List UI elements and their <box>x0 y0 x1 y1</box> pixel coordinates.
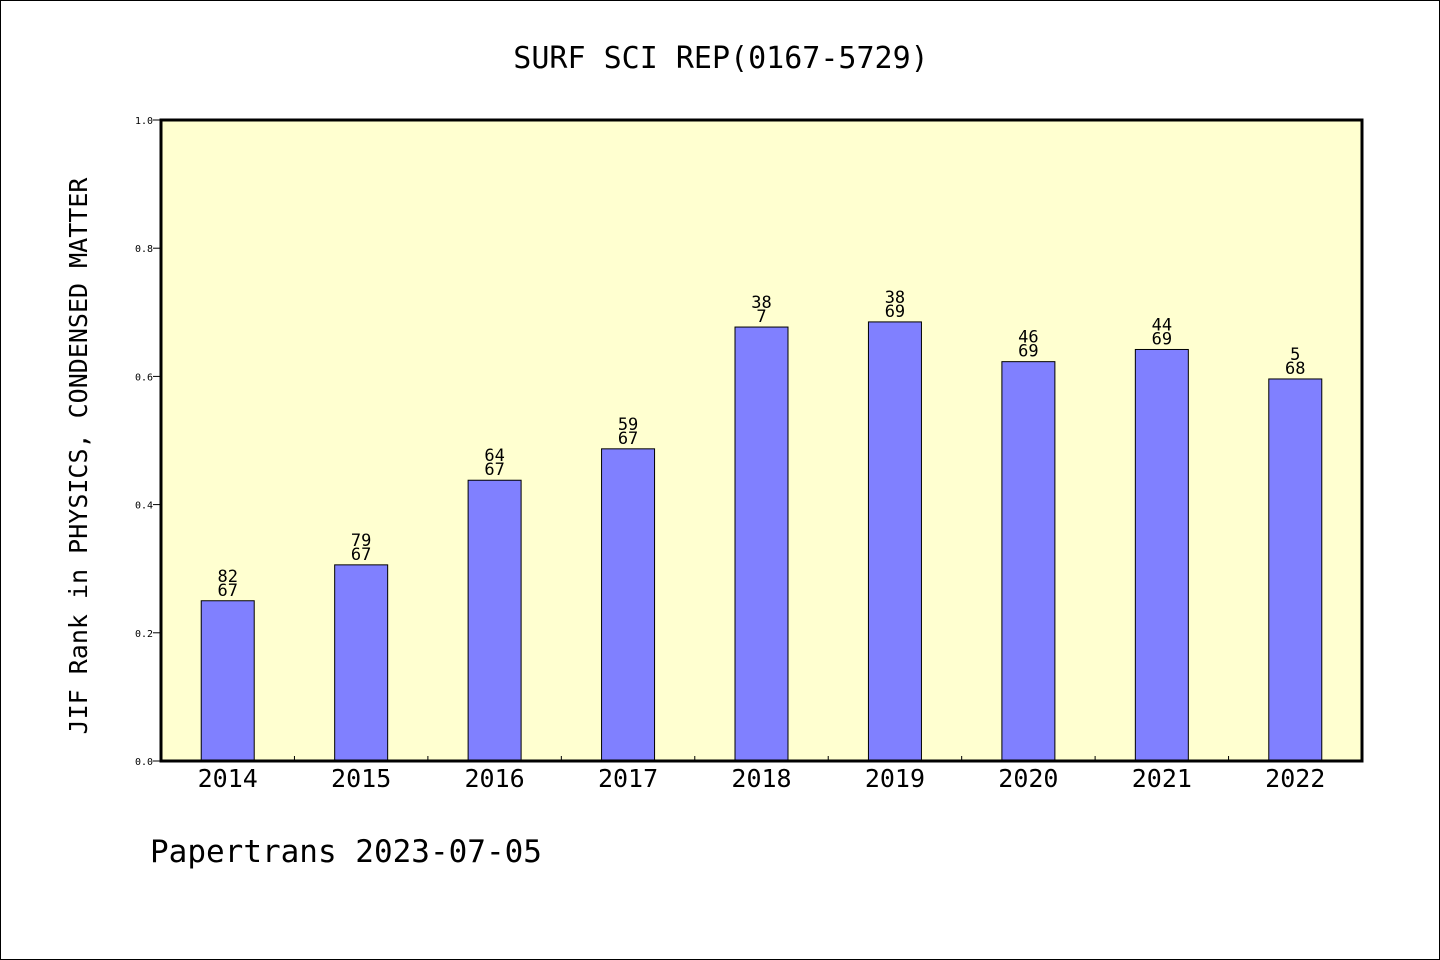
bar-label-rank: 46 <box>1018 328 1038 348</box>
x-tick-label: 2019 <box>865 764 925 793</box>
bar-label-rank: 59 <box>618 415 638 435</box>
x-tick-label: 2014 <box>198 764 258 793</box>
y-tick-label: 0.4 <box>135 501 153 512</box>
bar-label-total: 67 <box>618 429 638 449</box>
bar-2020 <box>1001 361 1056 762</box>
footer-credit: Papertrans 2023-07-05 <box>150 834 542 870</box>
bar-2017 <box>601 448 656 762</box>
bar-label-rank: 38 <box>885 288 905 308</box>
bar-label-total: 67 <box>217 581 237 601</box>
bar-label-rank: 64 <box>484 446 504 466</box>
plot-border <box>159 118 1364 763</box>
bar-2015 <box>334 564 389 762</box>
bar-2014 <box>200 600 255 762</box>
y-tick-label: 0.6 <box>135 372 153 383</box>
y-tick-label: 1.0 <box>135 116 153 127</box>
x-tick-label: 2021 <box>1132 764 1192 793</box>
bar-label-total: 69 <box>1152 329 1172 349</box>
y-tick-label: 0.8 <box>135 244 153 255</box>
bar-label-total: 69 <box>885 302 905 322</box>
x-tick-label: 2022 <box>1265 764 1325 793</box>
x-tick-label: 2017 <box>598 764 658 793</box>
bar-label-total: 67 <box>484 460 504 480</box>
bar-label-total: 7 <box>756 307 766 327</box>
bar-2019 <box>867 321 922 762</box>
bars <box>200 321 1323 762</box>
x-tick-label: 2018 <box>731 764 791 793</box>
bar-label-total: 69 <box>1018 342 1038 362</box>
bar-2021 <box>1134 348 1189 762</box>
y-axis-label: JIF Rank in PHYSICS, CONDENSED MATTER <box>64 177 93 735</box>
x-tick-label: 2016 <box>465 764 525 793</box>
bar-2018 <box>734 326 789 762</box>
bar-label-total: 68 <box>1285 359 1305 379</box>
x-tick-label: 2015 <box>331 764 391 793</box>
bar-label-total: 67 <box>351 545 371 565</box>
bar-2022 <box>1268 378 1323 762</box>
x-axis-labels: 2014 2015 2016 2017 2018 2019 2020 2021 2022 <box>198 764 1326 793</box>
bar-label-rank: 5 <box>1290 345 1300 365</box>
bar-label-rank: 79 <box>351 531 371 551</box>
bar-2016 <box>467 479 522 762</box>
bar-label-rank: 82 <box>217 567 237 587</box>
x-tick-label: 2020 <box>998 764 1058 793</box>
bar-label-rank: 44 <box>1152 315 1172 335</box>
y-tick-label: 0.2 <box>135 629 153 640</box>
chart-title: SURF SCI REP(0167-5729) <box>513 41 928 76</box>
y-axis-ticks: 0.0 0.2 0.4 0.6 0.8 1.0 <box>135 116 161 768</box>
y-tick-label: 0.0 <box>135 757 153 768</box>
bar-label-rank: 38 <box>751 293 771 313</box>
